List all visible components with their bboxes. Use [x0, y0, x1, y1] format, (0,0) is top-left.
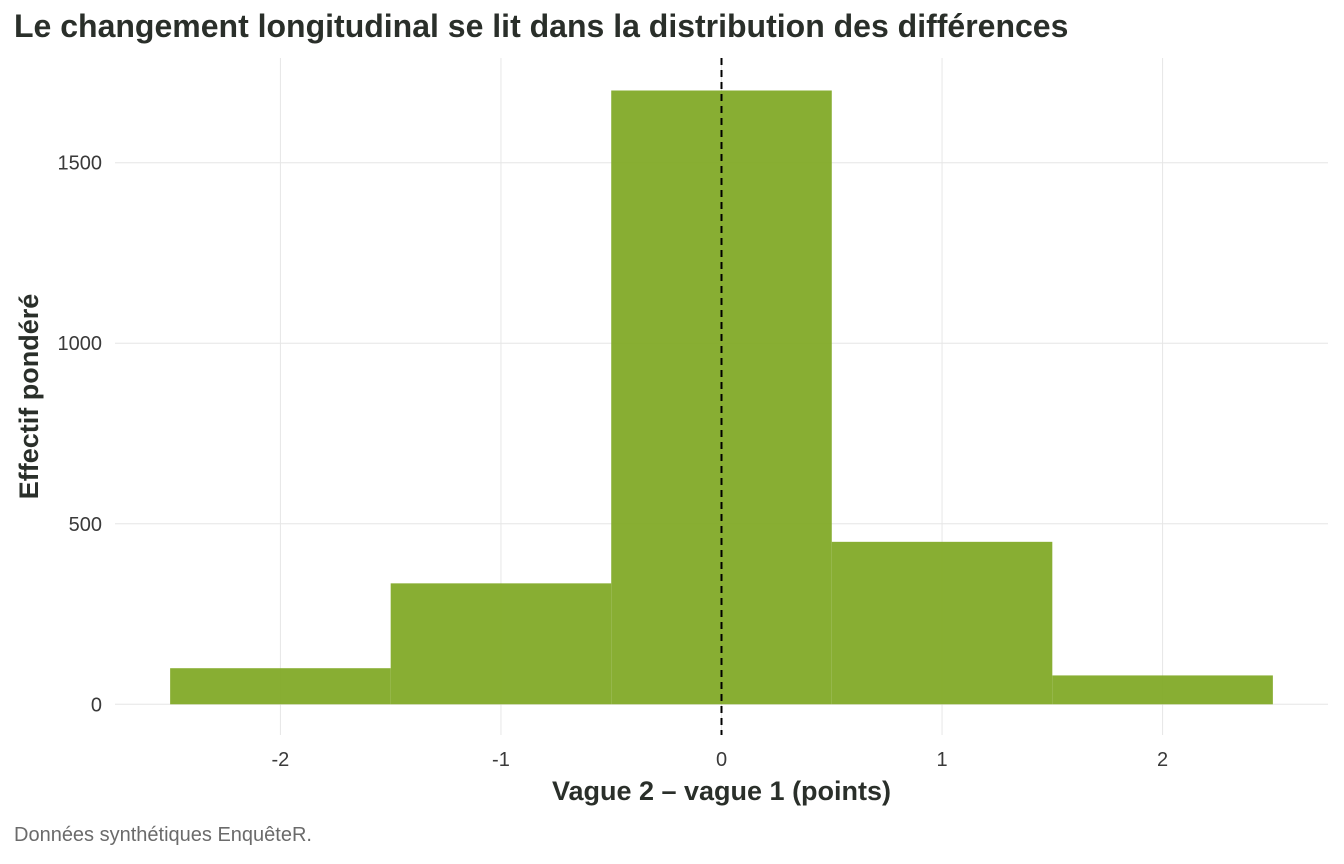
histogram-bar — [831, 541, 1053, 705]
y-axis-title: Effectif pondéré — [14, 294, 44, 500]
x-tick-label: -1 — [492, 749, 510, 771]
y-tick-label: 1500 — [58, 153, 103, 175]
x-axis-ticks: -2 -1 0 1 2 — [272, 749, 1169, 771]
histogram-bar — [1052, 675, 1273, 705]
x-tick-label: 1 — [936, 749, 947, 771]
y-axis-ticks: 0 500 1000 1500 — [58, 153, 103, 717]
histogram-bar — [170, 668, 391, 705]
histogram-bars — [170, 90, 1273, 705]
chart-caption: Données synthétiques EnquêteR. — [14, 824, 312, 846]
x-tick-label: 0 — [716, 749, 727, 771]
x-tick-label: 2 — [1157, 749, 1168, 771]
x-tick-label: -2 — [272, 749, 290, 771]
chart-title: Le changement longitudinal se lit dans l… — [14, 8, 1069, 44]
y-tick-label: 500 — [69, 514, 102, 536]
histogram-bar — [390, 583, 612, 705]
y-tick-label: 0 — [91, 694, 102, 716]
y-tick-label: 1000 — [58, 333, 103, 355]
x-axis-title: Vague 2 – vague 1 (points) — [552, 776, 891, 806]
